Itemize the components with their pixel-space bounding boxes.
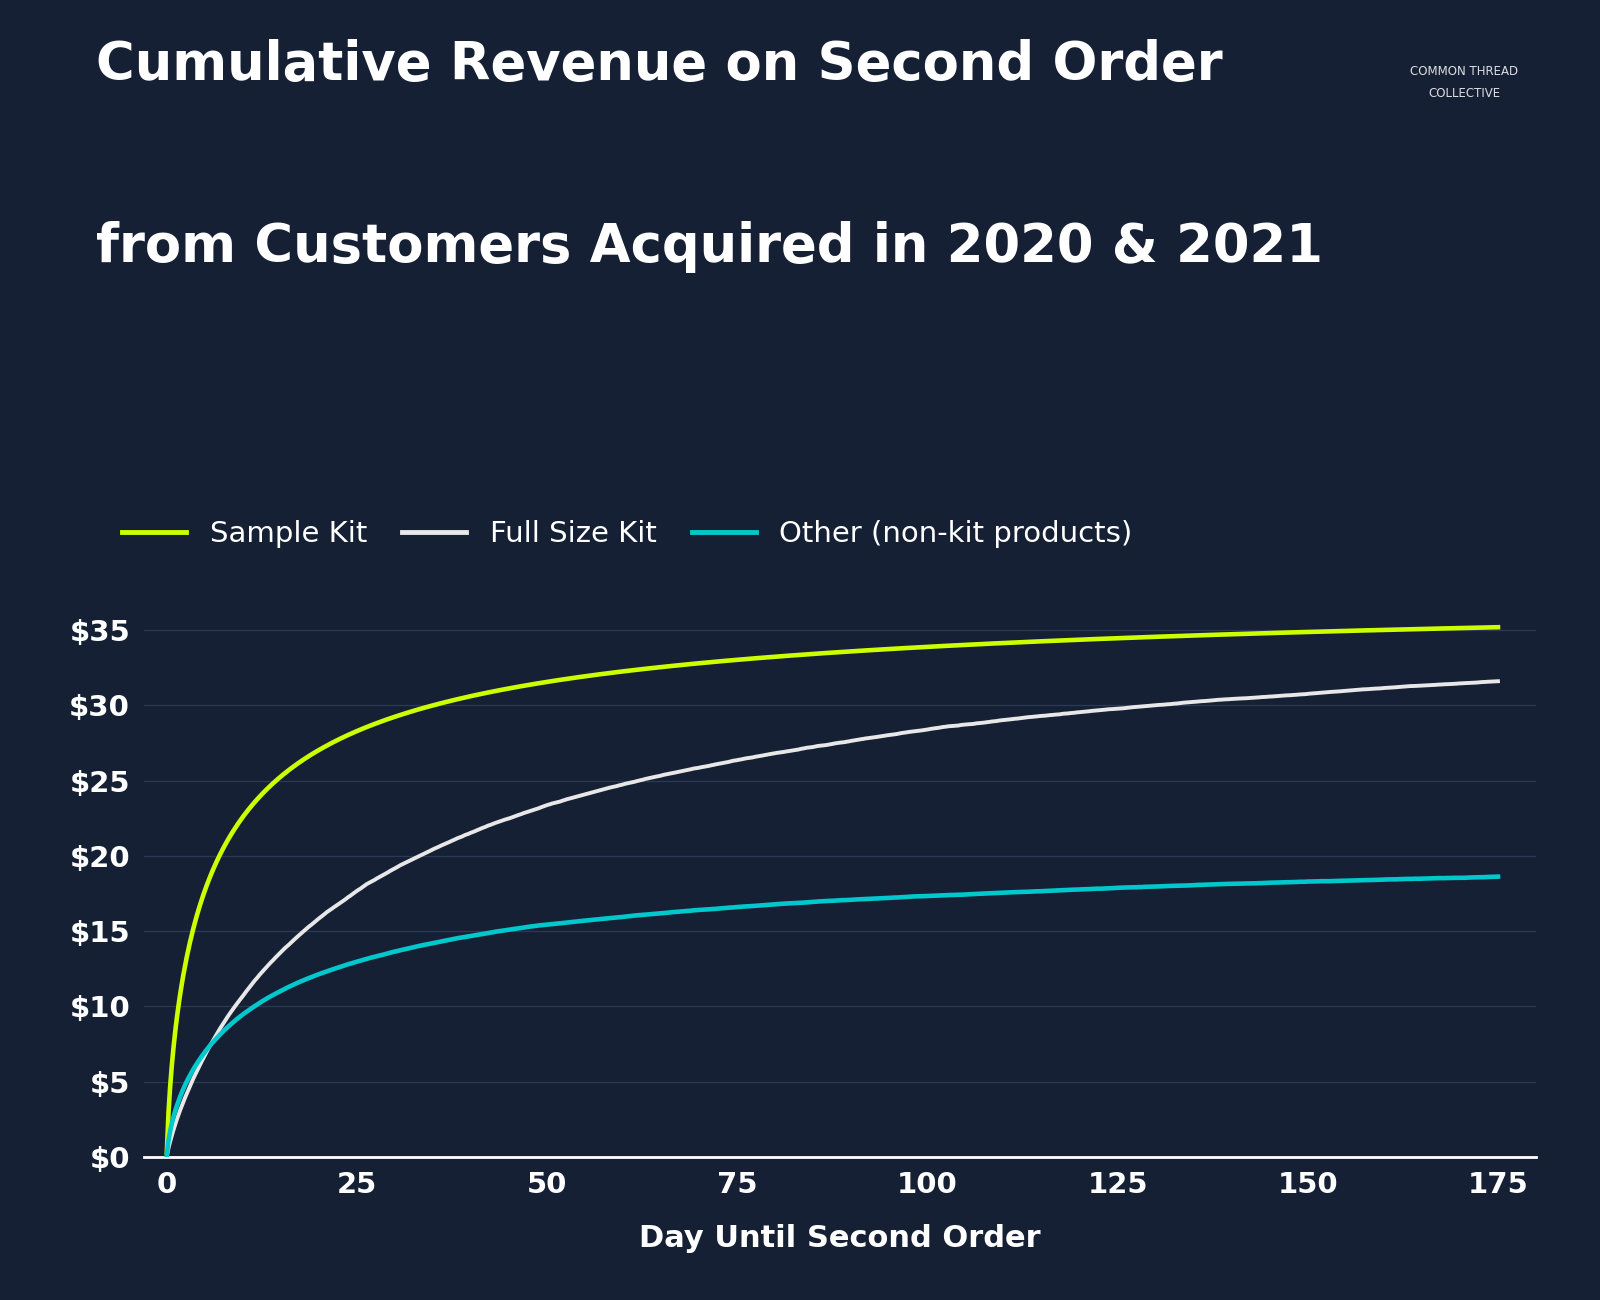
X-axis label: Day Until Second Order: Day Until Second Order — [638, 1223, 1042, 1253]
Text: COMMON THREAD
COLLECTIVE: COMMON THREAD COLLECTIVE — [1410, 65, 1518, 100]
Text: from Customers Acquired in 2020 & 2021: from Customers Acquired in 2020 & 2021 — [96, 221, 1323, 273]
Legend: Sample Kit, Full Size Kit, Other (non-kit products): Sample Kit, Full Size Kit, Other (non-ki… — [110, 508, 1144, 560]
Text: Cumulative Revenue on Second Order: Cumulative Revenue on Second Order — [96, 39, 1222, 91]
